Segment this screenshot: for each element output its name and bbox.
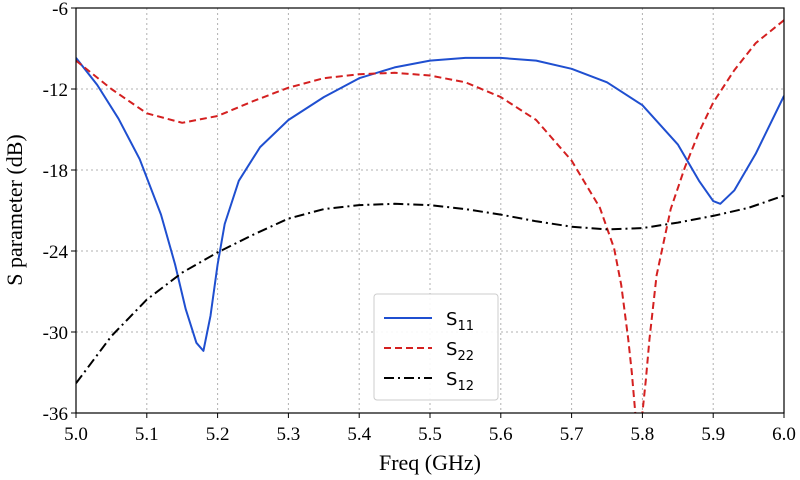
series-line-s22 xyxy=(76,19,784,413)
legend-label-s11: S11 xyxy=(446,309,474,334)
y-tick-label: -24 xyxy=(43,242,69,263)
legend: S11 S22 S12 xyxy=(373,293,499,401)
x-tick-label: 5.7 xyxy=(560,424,584,445)
x-tick-label: 5.5 xyxy=(418,424,442,445)
series-line-s11 xyxy=(76,56,784,352)
legend-label-s12: S12 xyxy=(446,369,474,394)
x-tick-label: 5.9 xyxy=(701,424,725,445)
x-tick-label: 5.6 xyxy=(489,424,513,445)
series-line-s12 xyxy=(76,194,784,384)
x-axis-label: Freq (GHz) xyxy=(379,450,481,475)
x-tick-label: 5.2 xyxy=(206,424,230,445)
y-tick-label: -18 xyxy=(43,161,68,182)
legend-box xyxy=(373,293,499,401)
y-tick-label: -36 xyxy=(43,404,68,425)
y-tick-label: -12 xyxy=(43,80,68,101)
y-axis-label: S parameter (dB) xyxy=(2,134,27,286)
y-tick-label: -6 xyxy=(52,0,68,20)
x-tick-label: 5.0 xyxy=(64,424,88,445)
x-tick-label: 5.3 xyxy=(277,424,301,445)
legend-label-s22: S22 xyxy=(446,339,474,364)
tick-labels: 5.0 5.1 5.2 5.3 5.4 5.5 5.6 5.7 5.8 5.9 6.0 -36 -30 -… xyxy=(43,0,796,445)
x-tick-label: 5.4 xyxy=(347,424,371,445)
y-tick-label: -30 xyxy=(43,323,68,344)
x-tick-label: 6.0 xyxy=(772,424,796,445)
series-lines xyxy=(76,19,784,413)
x-tick-label: 5.8 xyxy=(631,424,655,445)
x-tick-label: 5.1 xyxy=(135,424,159,445)
